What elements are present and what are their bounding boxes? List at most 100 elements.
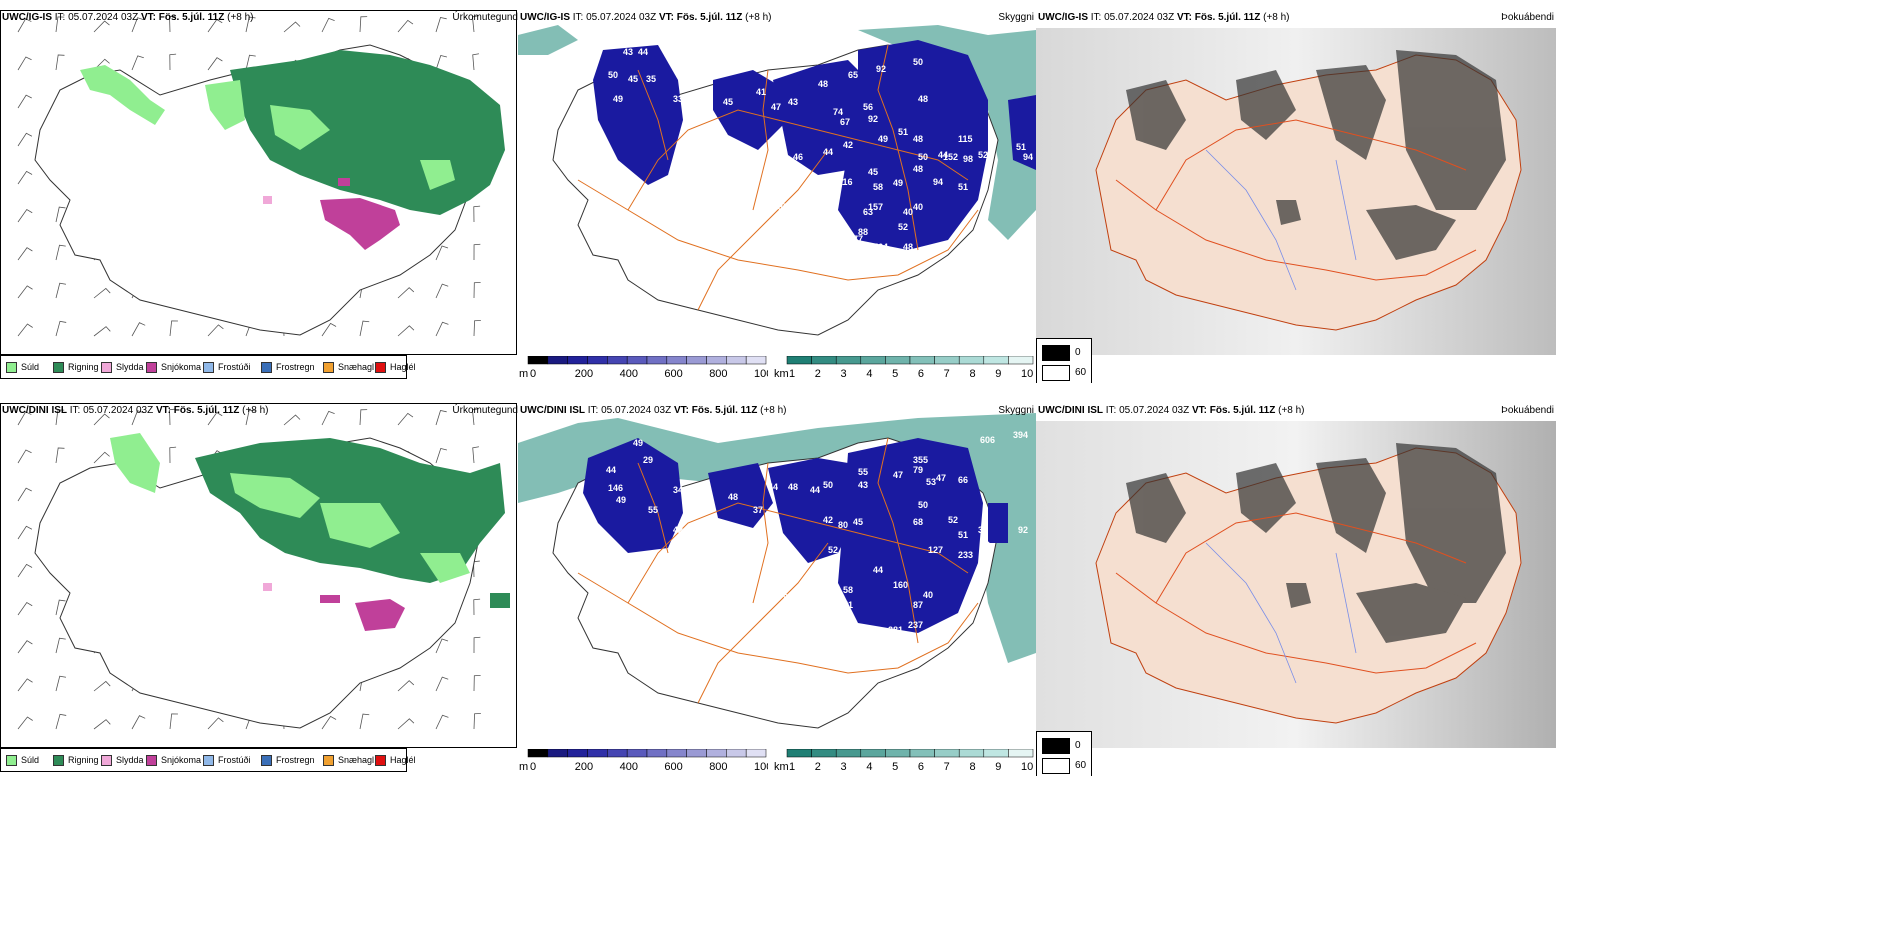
colorbar-segment [885, 748, 911, 758]
ceiling-label: 68 [698, 202, 708, 212]
legend-item-3: Slydda [101, 755, 144, 767]
colorbar-unit: km [774, 368, 789, 380]
wind-barb [169, 713, 178, 730]
panel-variable: Skyggni [998, 405, 1034, 416]
ceiling-label: 92 [868, 114, 878, 124]
fog-legend-high-swatch [1042, 345, 1070, 361]
ceiling-label: 42 [843, 140, 853, 150]
wind-barb [321, 322, 337, 337]
precip-sleet-area [263, 583, 272, 591]
legend-item-1: Súld [6, 362, 39, 374]
wind-barb [321, 410, 335, 426]
ceiling-label: 48 [913, 164, 923, 174]
wind-barb [17, 247, 33, 261]
ceiling-label: 40 [903, 207, 913, 217]
wind-barb [473, 674, 481, 692]
panel-title: UWC/DINI ISL IT: 05.07.2024 03Z VT: Fös.… [520, 405, 787, 416]
ceiling-label: 264 [873, 242, 888, 252]
fog-map [1036, 28, 1556, 355]
colorbar-segment [587, 748, 608, 758]
colorbar-tick: 1 [789, 368, 795, 380]
ceiling-label: 39 [878, 247, 888, 257]
colorbar-tick: 9 [995, 368, 1001, 380]
ceiling-label: 52 [948, 515, 958, 525]
wind-barb [207, 57, 223, 71]
fog-legend-low-label: 60 [1075, 760, 1087, 771]
wind-barb [397, 680, 415, 692]
ceiling-label: 233 [958, 550, 973, 560]
wind-barb [17, 132, 33, 147]
visibility-panel-1: UWC/IG-IS IT: 05.07.2024 03Z VT: Fös. 5.… [518, 10, 1036, 383]
wind-barb [55, 244, 66, 261]
ceiling-colorbar: m0 200 400 600 800 1000 [518, 355, 778, 382]
precip-type-panel-1: UWC/IG-IS IT: 05.07.2024 03Z VT: Fös. 5.… [0, 10, 520, 383]
ceiling-label: 281 [888, 625, 903, 635]
wind-barb [131, 17, 144, 33]
ceiling-label: 51 [898, 127, 908, 137]
ceiling-label: 39 [678, 535, 688, 545]
ceiling-colorbar: m0 200 400 600 800 1000 [518, 748, 778, 775]
ceiling-label: 47 [893, 470, 903, 480]
ceiling-label: 157 [868, 202, 883, 212]
wind-barb [473, 636, 481, 654]
wind-barb [245, 16, 256, 33]
legend-swatch [375, 755, 386, 767]
wind-barb [17, 449, 32, 464]
wind-barb [55, 282, 67, 299]
visibility-panel-2: UWC/DINI ISL IT: 05.07.2024 03Z VT: Fös.… [518, 403, 1036, 776]
road-network [577, 437, 979, 704]
wind-barb [435, 448, 448, 464]
precip-legend: Súld Rigning Slydda Snjókoma Frostúði Frostre… [0, 748, 416, 772]
legend-swatch [375, 362, 386, 374]
wind-barb [55, 447, 65, 464]
ceiling-label: 48 [913, 134, 923, 144]
ceiling-label: 74 [833, 107, 843, 117]
wind-barb [17, 170, 33, 185]
colorbar-segment [706, 748, 727, 758]
colorbar-tick: 2 [815, 368, 821, 380]
ceiling-label: 44 [810, 485, 820, 495]
ceiling-label: 51 [1016, 142, 1026, 152]
ceiling-label: 52 [898, 222, 908, 232]
wind-barb [473, 713, 481, 730]
wind-barb [55, 16, 65, 33]
colorbar-tick: 0 [530, 368, 536, 380]
colorbar-segment [1008, 355, 1034, 365]
wind-barb [435, 638, 449, 654]
panel-variable: Þokuábendi [1501, 405, 1554, 416]
ceiling-label: 44 [938, 150, 948, 160]
fog-legend-low-swatch [1042, 365, 1070, 381]
legend-item-7: Snæhagl [323, 755, 374, 767]
colorbar-tick: 200 [575, 368, 593, 380]
legend-item-7: Snæhagl [323, 362, 374, 374]
colorbar-segment [909, 355, 935, 365]
wind-barb [472, 15, 479, 33]
ceiling-label: 94 [933, 177, 943, 187]
ceiling-label: 52 [978, 150, 988, 160]
colorbar-segment [745, 355, 767, 365]
colorbar-segment [666, 355, 687, 365]
wind-barb [473, 320, 481, 337]
legend-item-3: Slydda [101, 362, 144, 374]
colorbar-tick: 7 [944, 761, 950, 773]
road-network [1115, 512, 1477, 674]
ceiling-label: 44 [823, 147, 833, 157]
wind-barb [435, 409, 447, 426]
ceiling-label: 42 [823, 515, 833, 525]
colorbar-segment [686, 748, 707, 758]
wind-barb [17, 525, 33, 540]
fog-indicator-panel-2: UWC/DINI ISL IT: 05.07.2024 03Z VT: Fös.… [1036, 403, 1556, 776]
wind-barb [131, 55, 144, 71]
legend-label: Súld [21, 362, 40, 372]
ceiling-label: 49 [613, 94, 623, 104]
ceiling-label: 92 [1018, 525, 1028, 535]
ceiling-label: 29 [643, 455, 653, 465]
ceiling-label: 80 [838, 520, 848, 530]
colorbar-segment [567, 748, 588, 758]
ceiling-label: 46 [793, 152, 803, 162]
legend-label: Snæhagl [338, 362, 375, 372]
colorbar-tick: 5 [892, 368, 898, 380]
ceiling-label: 49 [893, 178, 903, 188]
colorbar-tick: 10 [1021, 368, 1033, 380]
